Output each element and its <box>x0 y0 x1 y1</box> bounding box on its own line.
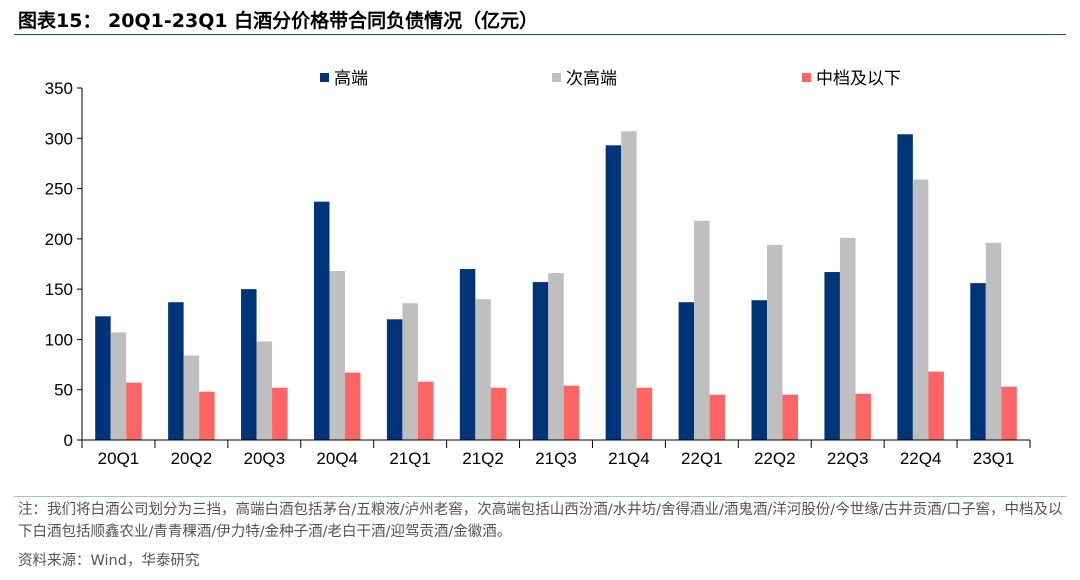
bar-1-21Q3 <box>548 273 564 440</box>
bar-1-20Q4 <box>329 271 345 440</box>
bar-2-21Q1 <box>417 381 434 440</box>
bar-2-20Q2 <box>199 391 215 440</box>
legend-swatch <box>320 73 329 82</box>
legend-label: 中档及以下 <box>816 69 901 89</box>
bar-2-20Q3 <box>272 387 288 440</box>
y-tick-label: 250 <box>45 180 73 199</box>
bar-1-21Q4 <box>621 131 637 440</box>
bar-0-20Q2 <box>168 302 184 440</box>
bar-0-21Q3 <box>532 282 549 440</box>
x-tick-label: 23Q1 <box>973 449 1015 468</box>
legend-swatch <box>802 73 811 82</box>
y-tick-label: 150 <box>45 280 73 299</box>
legend-label: 高端 <box>334 69 368 89</box>
bars <box>95 131 1017 440</box>
x-tick-label: 22Q4 <box>900 449 942 468</box>
bar-2-22Q3 <box>855 393 871 440</box>
x-tick-label: 20Q3 <box>244 449 286 468</box>
y-tick-label: 300 <box>45 129 73 148</box>
bar-chart: 高端 次高端 中档及以下 0 50 100 150 200 250 300 350 20Q1 20Q2… <box>45 69 1031 468</box>
bar-0-22Q3 <box>824 272 840 440</box>
bar-2-20Q1 <box>126 382 142 440</box>
bar-0-22Q2 <box>751 300 768 440</box>
bar-0-20Q4 <box>313 201 330 440</box>
x-tick-label: 22Q3 <box>827 449 869 468</box>
bar-0-23Q1 <box>970 283 986 440</box>
x-tick-label: 21Q4 <box>608 449 650 468</box>
y-tick-label: 100 <box>45 330 73 349</box>
bar-0-21Q4 <box>605 145 622 440</box>
bar-1-22Q4 <box>912 179 929 440</box>
x-tick-label: 21Q1 <box>389 449 431 468</box>
bar-2-22Q4 <box>928 371 944 440</box>
chart-note: 注：我们将白酒公司划分为三挡，高端白酒包括茅台/五粮液/泸州老窖，次高端包括山西… <box>18 502 1063 540</box>
legend: 高端 次高端 中档及以下 <box>320 69 901 89</box>
bar-0-21Q1 <box>386 319 403 440</box>
y-tick-label: 50 <box>54 381 73 400</box>
bar-2-20Q4 <box>344 372 361 440</box>
axes: 0 50 100 150 200 250 300 350 20Q1 20Q2 20Q3 20Q4 21Q… <box>45 79 1031 468</box>
x-tick-label: 22Q2 <box>754 449 796 468</box>
title-rule <box>14 34 1066 35</box>
x-tick-label: 20Q4 <box>316 449 358 468</box>
bar-0-22Q4 <box>897 134 913 440</box>
y-tick-label: 200 <box>45 230 73 249</box>
bar-1-20Q3 <box>256 341 273 440</box>
bar-1-22Q1 <box>694 220 710 440</box>
bar-2-21Q2 <box>490 387 507 440</box>
bar-2-21Q3 <box>563 385 580 440</box>
bar-0-21Q2 <box>459 269 476 440</box>
chart-title: 图表15： 20Q1-23Q1 白酒分价格带合同负债情况（亿元） <box>18 10 539 32</box>
bar-0-20Q3 <box>241 289 257 440</box>
x-tick-label: 21Q2 <box>462 449 504 468</box>
bar-1-22Q2 <box>767 244 783 440</box>
bar-2-23Q1 <box>1001 386 1017 440</box>
bar-0-22Q1 <box>678 302 695 440</box>
bar-1-20Q2 <box>183 355 200 440</box>
bar-1-23Q1 <box>985 242 1002 440</box>
chart-source: 资料来源：Wind，华泰研究 <box>18 553 200 569</box>
x-tick-label: 20Q2 <box>171 449 213 468</box>
bar-2-21Q4 <box>636 387 653 440</box>
bar-2-22Q2 <box>782 394 799 440</box>
bar-1-20Q1 <box>110 332 127 440</box>
y-tick-label: 0 <box>64 431 73 450</box>
bar-1-21Q1 <box>402 303 418 440</box>
y-tick-label: 350 <box>45 79 73 98</box>
legend-label: 次高端 <box>566 69 617 89</box>
x-tick-label: 21Q3 <box>535 449 577 468</box>
bar-0-20Q1 <box>95 316 111 440</box>
bar-1-21Q2 <box>475 299 491 440</box>
x-tick-label: 20Q1 <box>98 449 140 468</box>
bar-1-22Q3 <box>839 237 856 440</box>
bar-2-22Q1 <box>709 394 726 440</box>
legend-swatch <box>552 73 561 82</box>
footer-rule <box>14 496 1066 497</box>
x-tick-label: 22Q1 <box>681 449 723 468</box>
